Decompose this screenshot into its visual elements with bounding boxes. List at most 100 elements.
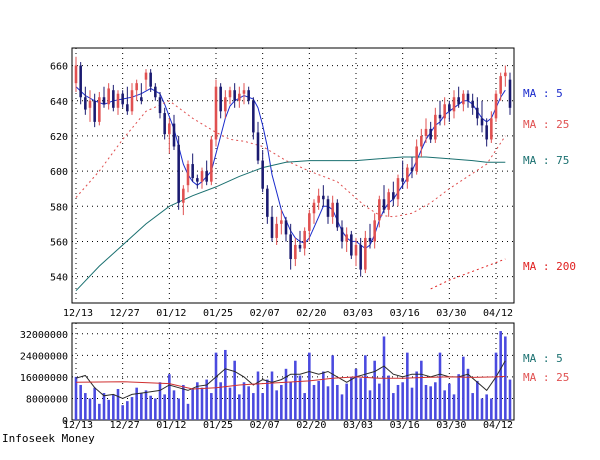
volume-bar (200, 387, 204, 420)
candle-body (224, 97, 227, 112)
volume-bar (434, 382, 437, 420)
candle-body (163, 113, 166, 135)
candle-body (373, 220, 376, 242)
volume-x-tick-label: 01/25 (203, 420, 233, 431)
volume-bar (186, 403, 190, 420)
volume-bar (196, 382, 199, 420)
candle-body (429, 128, 432, 140)
volume-bar (121, 405, 124, 420)
candle-body (107, 88, 110, 105)
candle-body (322, 195, 325, 200)
price-x-tick-label: 01/25 (203, 308, 233, 319)
volume-x-tick-label: 03/16 (390, 420, 420, 431)
volume-bar (457, 374, 460, 420)
candle-body (499, 76, 502, 94)
volume-x-tick-label: 04/12 (483, 420, 513, 431)
volume-bar (420, 360, 423, 420)
volume-bar (359, 378, 362, 420)
volume-x-tick-label: 01/12 (156, 420, 186, 431)
candle-body (247, 90, 250, 101)
candle-body (326, 199, 330, 217)
volume-bar (485, 394, 488, 420)
volume-bar (261, 393, 264, 420)
volume-bar (74, 376, 78, 420)
candle-body (210, 139, 213, 182)
candle-body (336, 202, 339, 228)
candle-body (443, 104, 446, 119)
volume-bar (308, 352, 311, 420)
volume-bar (462, 356, 465, 420)
price-x-tick-label: 03/30 (436, 308, 466, 319)
price-ma-legend-label: MA : 5 (523, 87, 563, 100)
candle-body (74, 65, 78, 84)
candle-body (462, 93, 465, 105)
volume-bar (93, 387, 96, 420)
price-x-tick-label: 12/13 (63, 308, 93, 319)
candle-body (88, 100, 92, 108)
candle-body (149, 72, 152, 87)
volume-bar (364, 355, 367, 420)
candle-body (233, 90, 236, 101)
volume-bar (368, 390, 372, 420)
candle-body (382, 199, 386, 210)
volume-bar (331, 355, 334, 420)
candle-body (121, 93, 124, 105)
volume-y-tick-labels: 0 8000000 16000000 24000000 32000000 (20, 330, 68, 427)
candle-body (98, 97, 101, 122)
price-ma-legend-label: MA : 200 (523, 260, 576, 273)
candle-body (494, 93, 498, 119)
volume-bar (294, 360, 297, 420)
candle-body (182, 188, 185, 203)
candle-body (228, 90, 232, 98)
volume-bar (443, 390, 446, 420)
volume-bar (303, 393, 306, 420)
volume-ma-line (75, 360, 506, 399)
candle-body (424, 128, 428, 136)
volume-bar (140, 393, 143, 420)
volume-x-tick-label: 03/03 (343, 420, 373, 431)
volume-ma-legend-label: MA : 25 (523, 371, 569, 384)
volume-bar (471, 393, 474, 420)
candle-body (154, 86, 157, 98)
volume-bar (219, 382, 222, 420)
volume-x-tick-labels: 12/13 12/27 01/12 01/25 02/07 02/20 03/03 03/16… (63, 420, 513, 431)
volume-bar (214, 352, 218, 420)
volume-bar (256, 371, 260, 420)
candle-body (130, 90, 134, 112)
volume-bar (345, 383, 348, 420)
price-x-tick-label: 03/03 (343, 308, 373, 319)
volume-bar (116, 389, 120, 420)
volume-bar (499, 331, 502, 420)
volume-bar (182, 384, 185, 420)
price-moving-averages (75, 86, 506, 292)
volume-x-tick-label: 02/20 (296, 420, 326, 431)
volume-bar (102, 393, 106, 420)
price-x-tick-label: 02/07 (250, 308, 280, 319)
volume-bars (74, 331, 512, 420)
price-y-tick-label: 620 (50, 132, 68, 143)
volume-bar (168, 374, 171, 420)
candle-body (392, 192, 395, 200)
candle-body (158, 97, 162, 114)
volume-bar (494, 352, 498, 420)
candle-body (406, 167, 409, 182)
source-credit: Infoseek Money (2, 432, 95, 445)
volume-bar (317, 380, 320, 420)
candle-body (242, 90, 246, 94)
volume-bar (396, 384, 400, 420)
volume-ma-legend: MA : 5 MA : 25 (523, 352, 569, 384)
candle-body (434, 114, 437, 140)
candle-body (252, 100, 255, 133)
volume-bar (340, 394, 344, 420)
price-x-tick-label: 01/12 (156, 308, 186, 319)
candle-body (84, 97, 87, 110)
volume-bar (406, 352, 409, 420)
candle-body (261, 160, 264, 189)
volume-bar (158, 382, 162, 420)
volume-bar (233, 360, 236, 420)
price-y-tick-label: 540 (50, 273, 68, 284)
candle-body (401, 178, 404, 182)
price-panel: 540 560 580 600 620 640 660 12/13 12/27 01/12 01/… (50, 47, 576, 319)
candle-body (438, 114, 442, 119)
price-y-tick-label: 560 (50, 237, 68, 248)
